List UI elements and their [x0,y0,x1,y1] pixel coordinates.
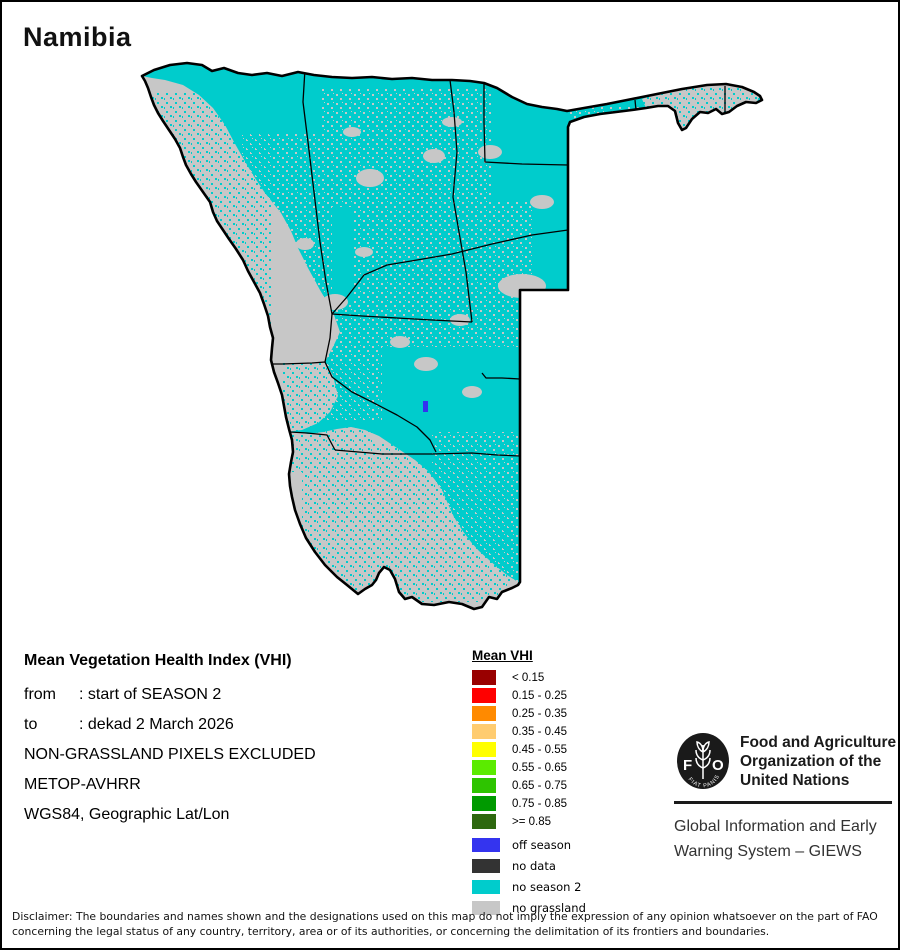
legend-label: off season [512,838,572,852]
info-value: : dekad 2 March 2026 [79,716,234,733]
fao-name-line: United Nations [740,772,850,789]
legend-swatch [472,880,500,894]
disclaimer-line-1: Disclaimer: The boundaries and names sho… [12,910,878,923]
legend-swatch [472,814,496,829]
legend-swatch [472,670,496,685]
legend-label: 0.75 - 0.85 [512,797,567,810]
legend-row: 0.45 - 0.55 [472,742,586,757]
legend-swatch [472,742,496,757]
info-line: WGS84, Geographic Lat/Lon [24,806,230,823]
legend: Mean VHI < 0.15 0.15 - 0.25 0.25 - 0.35 … [472,648,586,922]
giews-name: Global Information and Early Warning Sys… [674,814,877,864]
legend-extra: off season no data no season 2 no grassl… [472,838,586,915]
legend-swatch [472,760,496,775]
info-row-from: from : start of SEASON 2 [24,680,316,710]
legend-row: 0.35 - 0.45 [472,724,586,739]
legend-label: < 0.15 [512,671,545,684]
legend-label: no grassland [512,901,586,915]
fao-name-line: Organization of the [740,753,882,770]
legend-row: >= 0.85 [472,814,586,829]
info-row-to: to : dekad 2 March 2026 [24,710,316,740]
fao-org-name: Food and Agriculture Organization of the… [740,733,896,790]
info-line: METOP-AVHRR [24,776,141,793]
legend-swatch [472,796,496,811]
legend-row: 0.65 - 0.75 [472,778,586,793]
info-line: NON-GRASSLAND PIXELS EXCLUDED [24,746,316,763]
legend-row: no grassland [472,901,586,915]
legend-row: 0.55 - 0.65 [472,760,586,775]
giews-line: Global Information and Early [674,818,877,835]
page-title: Namibia [23,22,132,52]
region-boundaries [231,68,726,457]
map-info-block: Mean Vegetation Health Index (VHI) from:… [24,648,316,830]
legend-label: no season 2 [512,880,582,894]
legend-label: no data [512,859,556,873]
info-key: from [24,686,56,703]
legend-label: >= 0.85 [512,815,552,828]
info-value: : start of SEASON 2 [79,686,222,703]
legend-row: 0.75 - 0.85 [472,796,586,811]
giews-line: Warning System – GIEWS [674,843,862,860]
legend-swatch [472,838,500,852]
legend-swatch [472,706,496,721]
legend-label: 0.25 - 0.35 [512,707,567,720]
map-canvas [140,61,764,611]
legend-row: < 0.15 [472,670,586,685]
fao-divider [674,801,892,804]
legend-swatch [472,778,496,793]
legend-title: Mean VHI [472,648,533,663]
legend-label: 0.65 - 0.75 [512,779,567,792]
legend-label: 0.15 - 0.25 [512,689,567,702]
legend-swatch [472,688,496,703]
legend-label: 0.35 - 0.45 [512,725,567,738]
disclaimer: Disclaimer: The boundaries and names sho… [12,910,894,939]
legend-row: off season [472,838,586,852]
legend-row: no data [472,859,586,873]
namibia-outline [140,61,764,611]
info-key: to [24,716,38,733]
legend-label: 0.45 - 0.55 [512,743,567,756]
fao-letter-f: F [683,757,692,774]
info-title: Mean Vegetation Health Index (VHI) [24,652,292,669]
fao-logo: F O FIAT PANIS [677,733,729,789]
legend-row: 0.25 - 0.35 [472,706,586,721]
legend-swatch [472,724,496,739]
legend-swatch [472,901,500,915]
legend-label: 0.55 - 0.65 [512,761,567,774]
legend-row: 0.15 - 0.25 [472,688,586,703]
legend-row: no season 2 [472,880,586,894]
fao-letter-o: O [712,757,724,774]
legend-swatch [472,859,500,873]
fao-name-line: Food and Agriculture [740,734,897,751]
disclaimer-line-2: concerning the legal status of any count… [12,924,770,938]
off-season-pixels [423,401,428,412]
